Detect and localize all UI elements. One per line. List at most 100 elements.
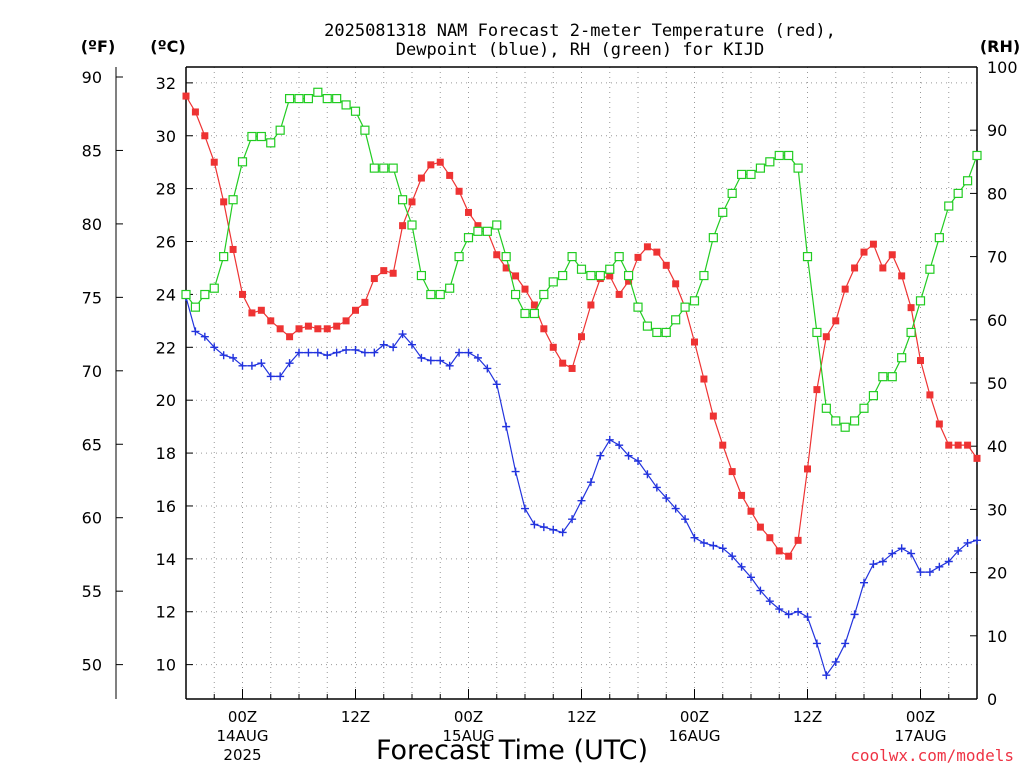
rh-point [190, 302, 201, 312]
rh-point [322, 93, 332, 104]
temperature-point [851, 264, 859, 272]
temperature-point [427, 161, 435, 169]
temperature-point [747, 507, 755, 515]
rh-point [897, 353, 907, 363]
celsius-tick-label: 14 [156, 550, 176, 569]
dewpoint-point [426, 356, 435, 365]
rh-point [454, 252, 464, 262]
temperature-point [625, 277, 633, 285]
rh-point [812, 327, 822, 338]
dewpoint-point [662, 494, 671, 503]
dewpoint-point [379, 340, 388, 349]
temperature-point [653, 248, 661, 256]
rh-point [765, 157, 775, 167]
temperature-point [323, 325, 331, 333]
temperature-point [257, 306, 265, 314]
temperature-point [964, 441, 972, 449]
dewpoint-point [954, 546, 963, 555]
dewpoint-point [699, 538, 708, 547]
temperature-point [361, 298, 369, 306]
fahrenheit-tick-label: 90 [82, 68, 102, 87]
temperature-point [898, 272, 906, 280]
rh-point [633, 302, 643, 312]
rh-tick-label: 40 [987, 437, 1007, 456]
rh-point [755, 163, 766, 173]
rh-point [614, 252, 624, 262]
dewpoint-point [568, 515, 577, 524]
dewpoint-point [652, 483, 661, 492]
temperature-point [634, 253, 642, 261]
x-tick-label: 00Z [454, 708, 483, 726]
chart-title-line2: Dewpoint (blue), RH (green) for KIJD [396, 40, 764, 60]
temperature-point [333, 322, 341, 330]
dewpoint-point [973, 536, 981, 545]
x-tick-label: 00Z [228, 708, 257, 726]
temperature-point [248, 309, 256, 317]
temperature-point [455, 187, 463, 195]
watermark: coolwx.com/models [850, 746, 1014, 765]
dewpoint-point [502, 422, 511, 431]
x-date-label: 14AUG [217, 727, 269, 745]
dewpoint-point [850, 610, 859, 619]
dewpoint-point [634, 457, 642, 466]
dewpoint-point [897, 544, 906, 553]
rh-tick-label: 90 [987, 121, 1007, 140]
rh-point [718, 207, 728, 217]
celsius-tick-label: 32 [156, 74, 176, 93]
temperature-point [615, 290, 623, 298]
rh-point [416, 270, 427, 281]
rh-point [671, 315, 681, 325]
dewpoint-point [860, 578, 868, 587]
rh-point [699, 270, 709, 281]
dewpoint-point [332, 348, 341, 357]
dewpoint-point [728, 552, 737, 561]
temperature-point [370, 275, 378, 283]
rh-unit-label: (RH) [980, 37, 1020, 56]
rh-point [887, 372, 897, 382]
dewpoint-point [313, 348, 322, 357]
rh-point [219, 252, 229, 262]
temperature-point [756, 523, 764, 531]
rh-point [680, 302, 690, 312]
x-tick-label: 12Z [567, 708, 596, 726]
rh-point [661, 327, 671, 338]
temperature-point [474, 222, 482, 230]
rh-point [200, 289, 210, 300]
rh-point [746, 169, 756, 180]
temperature-point [295, 325, 303, 333]
temperature-point [719, 441, 727, 449]
rh-point [237, 157, 248, 167]
dewpoint-point [963, 538, 972, 547]
temperature-point [728, 468, 736, 476]
dewpoint-point [841, 639, 850, 648]
dewpoint-point [577, 496, 586, 505]
dewpoint-point [681, 515, 690, 524]
rh-point [548, 277, 558, 287]
dewpoint-point [690, 533, 699, 542]
temperature-point [380, 267, 388, 275]
temperature-point [201, 132, 209, 140]
dewpoint-point [643, 470, 652, 479]
temperature-point [530, 301, 538, 309]
temperature-point [935, 420, 943, 428]
dewpoint-point [417, 353, 426, 362]
rh-point [228, 195, 238, 205]
temperature-point [549, 343, 557, 351]
fahrenheit-unit-label: (ºF) [81, 37, 116, 56]
temperature-point [606, 272, 614, 280]
temperature-point [804, 465, 811, 473]
dewpoint-point [539, 523, 548, 532]
temperature-point [220, 198, 228, 206]
temperature-point [493, 251, 501, 259]
dewpoint-point [803, 613, 812, 622]
temperature-point [314, 325, 322, 333]
rh-point [369, 163, 379, 173]
rh-point [784, 150, 794, 161]
dewpoint-point [775, 605, 784, 614]
fahrenheit-tick-label: 50 [82, 656, 102, 675]
temperature-point [841, 285, 849, 293]
temperature-point [568, 364, 576, 372]
dewpoint-point [257, 359, 266, 368]
rh-point [520, 308, 530, 319]
celsius-tick-label: 28 [156, 180, 176, 199]
